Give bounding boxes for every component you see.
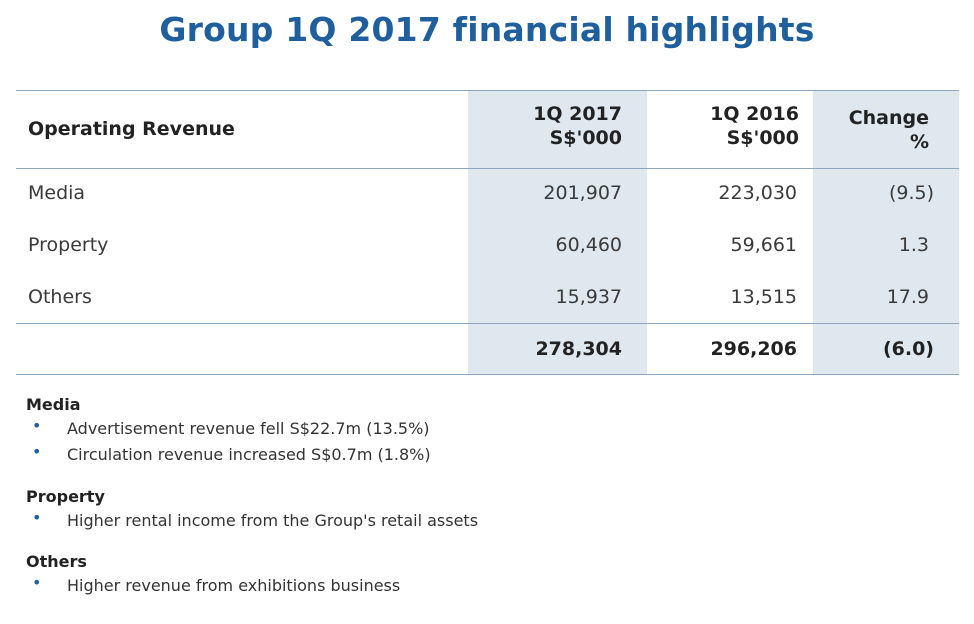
bullet-icon: •: [32, 508, 42, 527]
total-1q2016: 296,206: [710, 338, 797, 360]
row-value-change: 17.9: [886, 286, 929, 308]
total-1q2017: 278,304: [535, 338, 622, 360]
list-item-text: Higher rental income from the Group's re…: [67, 511, 479, 530]
total-change: (6.0): [882, 338, 934, 360]
page-title: Group 1Q 2017 financial highlights: [159, 10, 815, 49]
others-notes-title: Others: [26, 552, 87, 571]
bullet-icon: •: [32, 573, 42, 592]
property-notes-title: Property: [26, 487, 105, 506]
row-value-1q2017: 15,937: [555, 286, 622, 308]
header-1q2016-period: 1Q 2016: [710, 103, 799, 125]
total-rule: [16, 323, 959, 324]
row-value-1q2016: 59,661: [730, 234, 797, 256]
media-notes: Media • Advertisement revenue fell S$22.…: [26, 394, 946, 468]
table-top-rule: [16, 90, 959, 91]
list-item-text: Circulation revenue increased S$0.7m (1.…: [67, 445, 431, 464]
column-shade-change: [813, 90, 959, 375]
header-change: Change %: [813, 106, 929, 154]
header-1q2017-unit: S$'000: [549, 127, 622, 149]
list-item: • Higher rental income from the Group's …: [26, 508, 946, 534]
row-value-1q2016: 13,515: [730, 286, 797, 308]
list-item-text: Higher revenue from exhibitions business: [67, 576, 401, 595]
header-change-label: Change: [848, 107, 929, 129]
row-value-1q2017: 60,460: [555, 234, 622, 256]
header-change-unit: %: [909, 131, 929, 153]
column-shade-1q2017: [468, 90, 647, 375]
row-label: Media: [28, 182, 86, 204]
revenue-table: Operating Revenue 1Q 2017 S$'000 1Q 2016…: [16, 90, 959, 375]
row-value-change: 1.3: [898, 234, 929, 256]
row-value-1q2017: 201,907: [543, 182, 622, 204]
list-item: • Higher revenue from exhibitions busine…: [26, 573, 946, 599]
bullet-icon: •: [32, 442, 42, 461]
commentary-notes: Media • Advertisement revenue fell S$22.…: [26, 394, 946, 599]
list-item: • Circulation revenue increased S$0.7m (…: [26, 442, 946, 468]
header-rule: [16, 168, 959, 169]
table-bottom-rule: [16, 374, 959, 375]
header-1q2017: 1Q 2017 S$'000: [468, 102, 622, 150]
list-item-text: Advertisement revenue fell S$22.7m (13.5…: [67, 419, 430, 438]
header-1q2016: 1Q 2016 S$'000: [647, 102, 799, 150]
others-notes: Others • Higher revenue from exhibitions…: [26, 551, 946, 599]
bullet-icon: •: [32, 416, 42, 435]
list-item: • Advertisement revenue fell S$22.7m (13…: [26, 416, 946, 442]
header-operating-revenue: Operating Revenue: [28, 118, 235, 140]
media-notes-title: Media: [26, 395, 81, 414]
row-value-change: (9.5): [888, 182, 934, 204]
row-label: Others: [28, 286, 92, 308]
header-1q2016-unit: S$'000: [726, 127, 799, 149]
row-value-1q2016: 223,030: [718, 182, 797, 204]
header-1q2017-period: 1Q 2017: [533, 103, 622, 125]
property-notes: Property • Higher rental income from the…: [26, 486, 946, 534]
row-label: Property: [28, 234, 109, 256]
